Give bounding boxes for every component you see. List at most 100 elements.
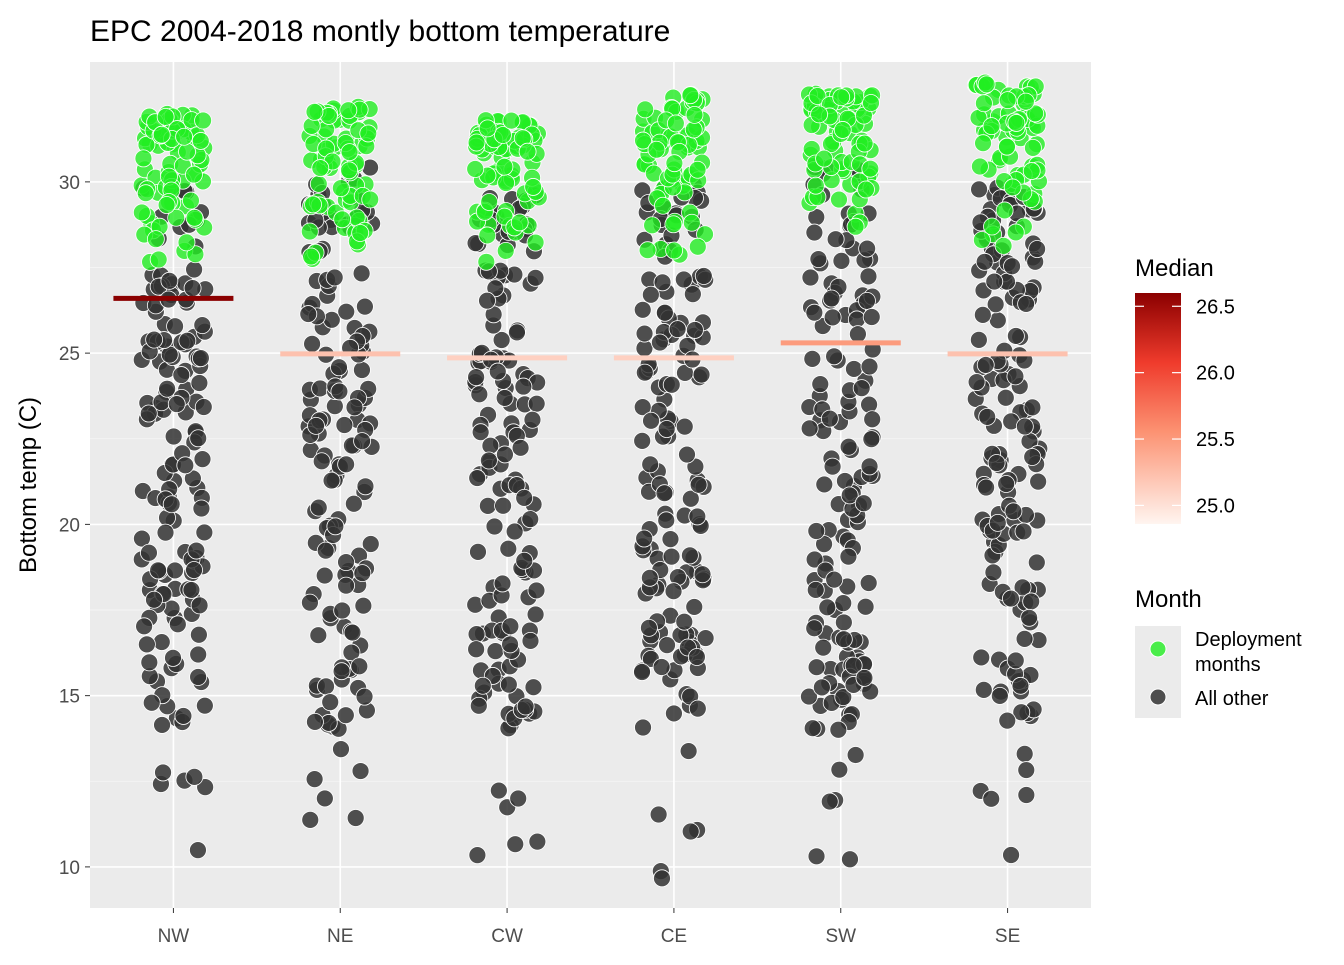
point-all-other: [135, 617, 153, 636]
point-all-other: [353, 361, 371, 379]
point-all-other: [815, 535, 833, 553]
point-all-other: [1017, 295, 1036, 313]
point-all-other: [633, 432, 652, 450]
point-all-other: [825, 347, 844, 366]
point-all-other: [189, 429, 208, 448]
point-all-other: [495, 389, 514, 407]
point-all-other: [634, 718, 652, 737]
point-deployment: [186, 245, 205, 264]
point-all-other: [1023, 448, 1042, 466]
point-all-other: [335, 416, 354, 434]
point-all-other: [361, 535, 380, 553]
point-deployment: [524, 178, 543, 196]
point-all-other: [162, 495, 181, 514]
point-deployment: [467, 133, 486, 152]
point-all-other: [521, 631, 540, 650]
point-all-other: [860, 457, 879, 476]
point-all-other: [1023, 398, 1042, 417]
point-all-other: [640, 568, 659, 587]
point-all-other: [149, 561, 168, 580]
point-all-other: [356, 477, 375, 496]
point-deployment: [177, 233, 196, 252]
point-all-other: [355, 687, 374, 706]
point-deployment: [156, 107, 175, 126]
point-deployment: [149, 250, 168, 269]
point-all-other: [814, 638, 833, 657]
median-legend: Median 26.5 26.0 25.5 25.0: [1135, 255, 1235, 524]
point-all-other: [1022, 592, 1041, 611]
point-all-other: [511, 438, 530, 457]
point-all-other: [635, 529, 654, 548]
point-deployment: [643, 216, 662, 235]
point-all-other: [499, 539, 518, 558]
point-all-other: [154, 763, 172, 782]
point-all-other: [481, 436, 500, 455]
point-deployment: [681, 86, 700, 105]
point-all-other: [330, 358, 348, 377]
point-deployment: [136, 184, 155, 203]
point-all-other: [305, 770, 324, 789]
point-all-other: [309, 626, 328, 645]
point-deployment: [182, 191, 200, 210]
y-tick-label: 30: [59, 173, 80, 194]
point-all-other: [1020, 608, 1039, 627]
point-deployment: [194, 111, 212, 130]
x-axis-ticks: NW NE CW CE SW SE: [158, 908, 1020, 947]
point-all-other: [467, 625, 486, 644]
point-deployment: [995, 201, 1014, 220]
point-all-other: [655, 484, 674, 503]
point-deployment: [304, 195, 322, 214]
point-all-other: [325, 268, 344, 287]
point-all-other: [826, 230, 845, 249]
point-deployment: [518, 142, 537, 161]
point-deployment: [1007, 114, 1026, 132]
point-all-other: [985, 272, 1004, 291]
point-deployment: [1022, 162, 1041, 180]
point-deployment: [167, 208, 186, 227]
point-all-other: [337, 553, 355, 571]
point-all-other: [166, 561, 184, 580]
point-all-other: [352, 264, 371, 283]
point-all-other: [306, 712, 324, 731]
point-deployment: [846, 217, 865, 236]
point-deployment: [861, 159, 880, 178]
point-deployment: [175, 127, 193, 146]
point-all-other: [978, 407, 997, 426]
point-all-other: [496, 445, 514, 464]
point-all-other: [662, 375, 681, 394]
point-all-other: [633, 398, 652, 417]
point-all-other: [803, 350, 822, 368]
point-all-other: [834, 594, 853, 613]
point-all-other: [330, 382, 349, 401]
point-deployment: [998, 137, 1016, 156]
point-deployment: [191, 132, 210, 150]
point-all-other: [657, 420, 676, 438]
point-all-other: [344, 494, 363, 513]
point-all-other: [467, 640, 486, 659]
point-all-other: [527, 581, 546, 600]
point-all-other: [345, 398, 364, 417]
point-all-other: [855, 668, 874, 687]
x-tick-label: CW: [491, 926, 523, 947]
point-all-other: [501, 617, 520, 636]
point-all-other: [665, 704, 683, 723]
point-all-other: [312, 452, 331, 471]
point-all-other: [1007, 327, 1025, 345]
point-deployment: [305, 102, 324, 121]
point-all-other: [160, 271, 179, 290]
point-deployment: [359, 124, 378, 143]
point-deployment: [977, 75, 996, 94]
point-deployment: [496, 241, 515, 260]
y-tick-label: 25: [59, 344, 80, 365]
point-all-other: [1015, 417, 1034, 436]
point-deployment: [152, 125, 171, 144]
x-tick-label: NW: [158, 926, 190, 947]
point-all-other: [505, 522, 524, 541]
point-all-other: [142, 693, 161, 712]
point-all-other: [854, 494, 873, 513]
point-all-other: [674, 270, 693, 289]
point-all-other: [649, 805, 668, 824]
point-deployment: [682, 213, 701, 232]
point-all-other: [172, 366, 191, 384]
